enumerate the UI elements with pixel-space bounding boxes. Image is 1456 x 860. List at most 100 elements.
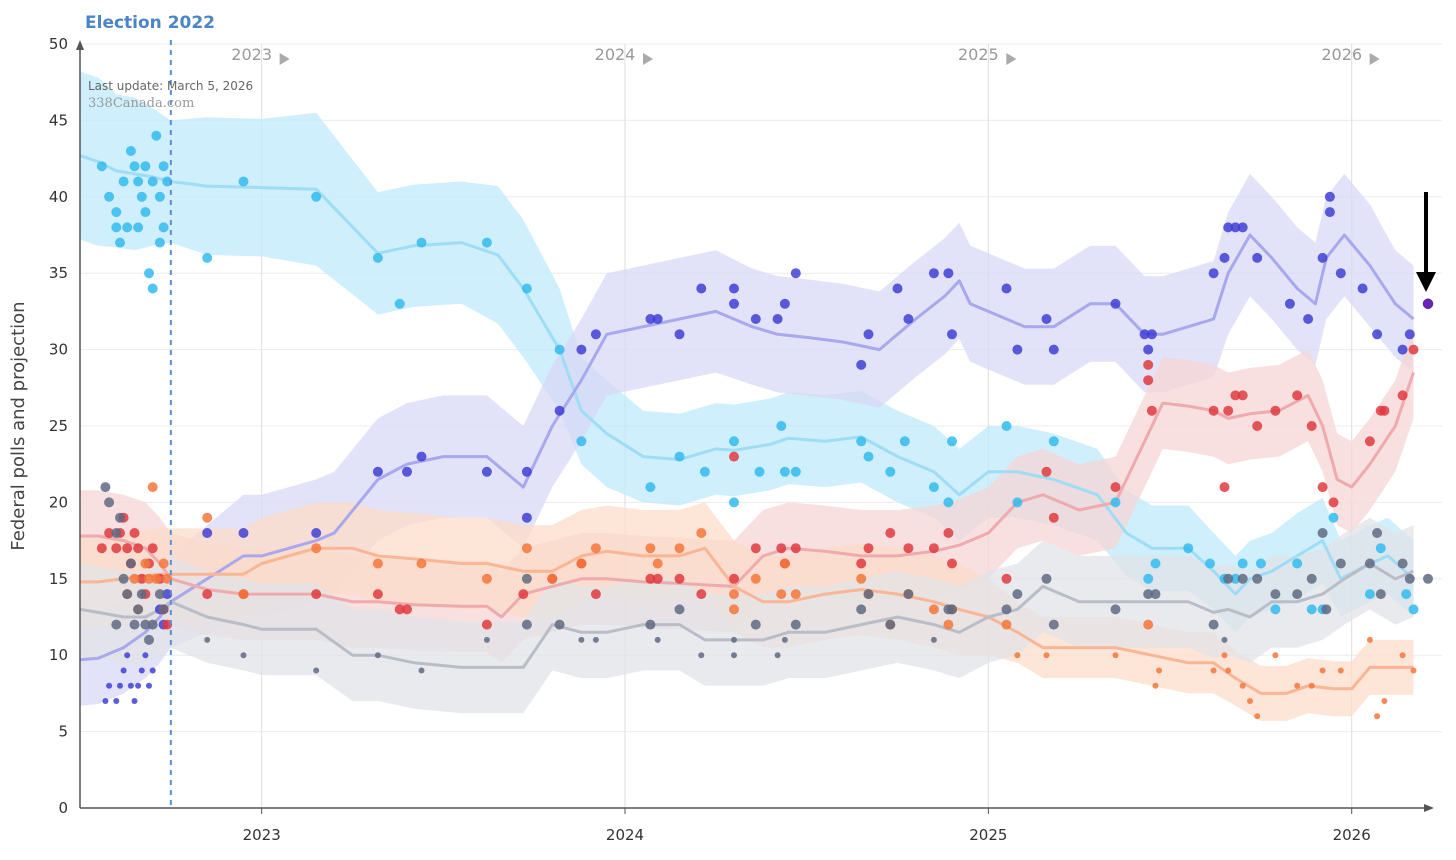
poll-point-grey bbox=[1001, 604, 1012, 615]
poll-point-red bbox=[104, 528, 115, 538]
poll-point-blue bbox=[729, 283, 739, 294]
poll-point-orange bbox=[151, 573, 162, 584]
poll-point-light-blue bbox=[947, 436, 957, 447]
poll-point-blue bbox=[372, 466, 383, 477]
poll-point-blue bbox=[1048, 344, 1059, 355]
poll-point-light-blue bbox=[144, 268, 154, 279]
poll-point-light-blue bbox=[115, 237, 125, 248]
poll-point-grey bbox=[903, 589, 914, 600]
poll-point-light-blue bbox=[154, 237, 165, 248]
poll-point-light-blue bbox=[1143, 573, 1154, 584]
poll-point-red bbox=[1143, 375, 1154, 386]
poll-point-grey bbox=[750, 619, 761, 630]
poll-point-orange bbox=[238, 589, 249, 600]
poll-point-grey bbox=[104, 497, 115, 508]
poll-point-red bbox=[394, 604, 405, 615]
poll-point-orange bbox=[1225, 667, 1232, 674]
poll-point-red bbox=[790, 543, 801, 554]
poll-point-red bbox=[133, 543, 144, 554]
poll-point-grey bbox=[774, 652, 781, 659]
poll-point-orange bbox=[372, 558, 383, 569]
poll-point-light-blue bbox=[111, 207, 122, 218]
poll-point-blue bbox=[1139, 329, 1150, 340]
poll-point-blue bbox=[124, 652, 131, 659]
poll-point-orange bbox=[140, 558, 151, 569]
poll-point-light-blue bbox=[1048, 436, 1059, 447]
poll-point-blue bbox=[1324, 207, 1335, 218]
poll-point-blue bbox=[1317, 252, 1328, 263]
poll-point-light-blue bbox=[1230, 573, 1241, 584]
poll-point-red bbox=[1219, 482, 1230, 493]
poll-point-light-blue bbox=[416, 237, 427, 248]
y-tick-label: 40 bbox=[49, 188, 68, 206]
poll-point-blue bbox=[142, 652, 149, 659]
poll-point-grey bbox=[313, 667, 320, 674]
axes: 0510152025303540455020232023202420242025… bbox=[49, 35, 1434, 844]
poll-point-grey bbox=[1292, 589, 1303, 600]
poll-point-blue bbox=[1001, 283, 1012, 294]
poll-point-blue bbox=[903, 314, 914, 324]
poll-point-blue bbox=[943, 268, 954, 279]
poll-point-red bbox=[481, 619, 492, 630]
poll-point-grey bbox=[521, 573, 532, 584]
poll-point-orange bbox=[162, 573, 173, 584]
poll-point-blue bbox=[863, 329, 874, 340]
poll-point-grey bbox=[674, 604, 685, 615]
poll-point-grey bbox=[521, 619, 532, 630]
poll-point-red bbox=[122, 543, 133, 554]
top-year-label: 2025 bbox=[958, 45, 999, 64]
poll-point-light-blue bbox=[140, 161, 151, 172]
poll-point-orange bbox=[1410, 667, 1417, 674]
poll-point-red bbox=[1146, 405, 1157, 416]
poll-point-light-blue bbox=[1328, 512, 1339, 523]
poll-point-light-blue bbox=[1150, 558, 1161, 569]
poll-point-red bbox=[136, 573, 147, 584]
poll-point-light-blue bbox=[1401, 589, 1412, 600]
poll-point-grey bbox=[111, 528, 122, 538]
poll-point-orange bbox=[416, 558, 427, 569]
poll-point-blue bbox=[928, 268, 939, 279]
poll-point-red bbox=[776, 543, 787, 554]
poll-point-light-blue bbox=[311, 191, 322, 202]
trend-blue bbox=[79, 233, 1415, 662]
poll-point-blue bbox=[892, 283, 903, 294]
poll-point-orange bbox=[1272, 652, 1279, 659]
poll-point-orange bbox=[202, 512, 213, 523]
poll-point-grey bbox=[578, 636, 585, 643]
poll-point-light-blue bbox=[96, 161, 107, 172]
poll-point-grey bbox=[1048, 619, 1059, 630]
poll-point-red bbox=[1379, 405, 1390, 416]
poll-point-blue bbox=[1252, 252, 1263, 263]
poll-point-orange bbox=[1043, 652, 1050, 659]
poll-point-red bbox=[1041, 466, 1052, 477]
poll-point-blue bbox=[138, 667, 145, 674]
x-axis-arrow-icon bbox=[1424, 804, 1434, 812]
poll-point-blue bbox=[590, 329, 601, 340]
poll-point-light-blue bbox=[140, 207, 151, 218]
poll-point-blue bbox=[1208, 268, 1219, 279]
poll-point-light-blue bbox=[154, 191, 165, 202]
poll-point-grey bbox=[204, 636, 211, 643]
y-tick-label: 35 bbox=[49, 264, 68, 282]
poll-point-light-blue bbox=[645, 482, 656, 493]
poll-point-orange bbox=[1221, 652, 1228, 659]
poll-point-blue bbox=[113, 698, 120, 704]
poll-point-light-blue bbox=[125, 146, 136, 156]
poll-point-blue bbox=[1372, 329, 1383, 340]
poll-point-blue bbox=[120, 667, 127, 674]
poll-point-blue bbox=[1397, 344, 1408, 355]
top-year-arrow-icon bbox=[279, 53, 290, 65]
arrow-head bbox=[1416, 272, 1436, 292]
poll-point-orange bbox=[576, 558, 587, 569]
poll-point-blue bbox=[127, 682, 134, 689]
poll-point-orange bbox=[856, 573, 867, 584]
y-axis-title: Federal polls and projection bbox=[8, 301, 29, 550]
poll-point-orange bbox=[1210, 667, 1217, 674]
poll-point-grey bbox=[1143, 589, 1154, 600]
poll-point-red bbox=[1408, 344, 1419, 355]
poll-point-orange bbox=[776, 589, 787, 600]
poll-point-light-blue bbox=[1205, 558, 1215, 569]
poll-point-grey bbox=[1252, 573, 1263, 584]
y-tick-label: 15 bbox=[49, 570, 68, 588]
poll-point-light-blue bbox=[885, 466, 896, 477]
